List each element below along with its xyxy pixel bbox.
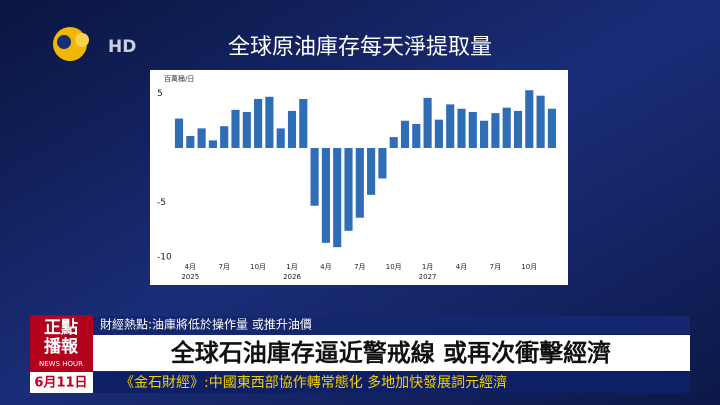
x-tick-label: 10月 bbox=[250, 263, 266, 271]
x-tick-label: 7月 bbox=[354, 263, 365, 271]
logo-text: HD bbox=[108, 37, 136, 57]
headline-bar bbox=[93, 335, 690, 371]
bar bbox=[186, 136, 195, 148]
topic: 財經熱點:油庫將低於操作量 或推升油價 bbox=[100, 317, 312, 332]
x-tick-label: 4月 bbox=[456, 263, 467, 271]
bar bbox=[367, 147, 376, 195]
y-tick-label: 5 bbox=[157, 89, 163, 99]
bar bbox=[197, 128, 206, 148]
bar bbox=[355, 147, 364, 218]
bar bbox=[547, 108, 556, 148]
brand-sub: NEWS HOUR bbox=[39, 360, 83, 368]
crawl-bar bbox=[93, 372, 690, 393]
bar bbox=[468, 112, 477, 148]
title: 全球原油庫存每天淨提取量 bbox=[228, 35, 492, 60]
bar bbox=[344, 147, 353, 231]
x-tick-label: 4月 bbox=[185, 263, 196, 271]
bar bbox=[208, 140, 217, 148]
headline: 全球石油庫存逼近警戒線 或再次衝擊經濟 bbox=[170, 339, 611, 367]
unit-label: 百萬桶/日 bbox=[164, 74, 194, 83]
bar bbox=[525, 90, 534, 148]
bar bbox=[400, 120, 410, 148]
bar bbox=[333, 147, 342, 248]
bar bbox=[536, 95, 545, 148]
bar bbox=[491, 113, 500, 148]
bar bbox=[434, 119, 443, 148]
y-tick-label: -10 bbox=[157, 252, 172, 262]
bar bbox=[321, 147, 330, 243]
plot: 5 -5 -10 4月 2025 7月 10月 1月 2026 4月 7月 10月 1月 2027 4月 7月… bbox=[157, 89, 556, 281]
brand-text: 播報 bbox=[44, 336, 79, 357]
bar bbox=[423, 97, 432, 148]
bar bbox=[480, 120, 489, 148]
bar bbox=[254, 98, 263, 148]
bar bbox=[265, 96, 274, 148]
crawl: 《金石財經》:中國東西部協作轉常態化 多地加快發展詞元經濟 bbox=[120, 374, 507, 391]
x-tick-label: 1月 bbox=[422, 263, 433, 271]
date: 6月11日 bbox=[34, 376, 87, 391]
x-year-label: 2026 bbox=[283, 273, 301, 281]
x-tick-label: 7月 bbox=[490, 263, 501, 271]
bar bbox=[513, 110, 523, 148]
bar bbox=[378, 147, 387, 179]
x-tick-label: 10月 bbox=[386, 263, 402, 271]
x-year-label: 2027 bbox=[419, 273, 437, 281]
bar bbox=[242, 112, 251, 148]
topic-bar bbox=[93, 316, 690, 334]
brand-text: 正點 bbox=[44, 317, 78, 338]
bar bbox=[220, 126, 229, 148]
bar bbox=[276, 128, 285, 148]
x-tick-label: 7月 bbox=[218, 263, 229, 271]
x-tick-label: 4月 bbox=[320, 263, 331, 271]
x-tick-label: 1月 bbox=[286, 263, 297, 271]
bar bbox=[287, 110, 297, 148]
bar bbox=[299, 98, 308, 148]
bar bbox=[174, 118, 184, 148]
x-tick-label: 10月 bbox=[521, 263, 537, 271]
x-year-label: 2025 bbox=[181, 273, 199, 281]
bar bbox=[231, 109, 240, 148]
bar bbox=[502, 107, 511, 148]
bar bbox=[310, 147, 319, 206]
bar bbox=[389, 137, 398, 148]
logo bbox=[53, 27, 89, 61]
bar bbox=[446, 104, 455, 148]
y-tick-label: -5 bbox=[157, 198, 166, 208]
date-box bbox=[30, 372, 93, 393]
bar bbox=[457, 108, 466, 148]
bar bbox=[412, 124, 421, 148]
